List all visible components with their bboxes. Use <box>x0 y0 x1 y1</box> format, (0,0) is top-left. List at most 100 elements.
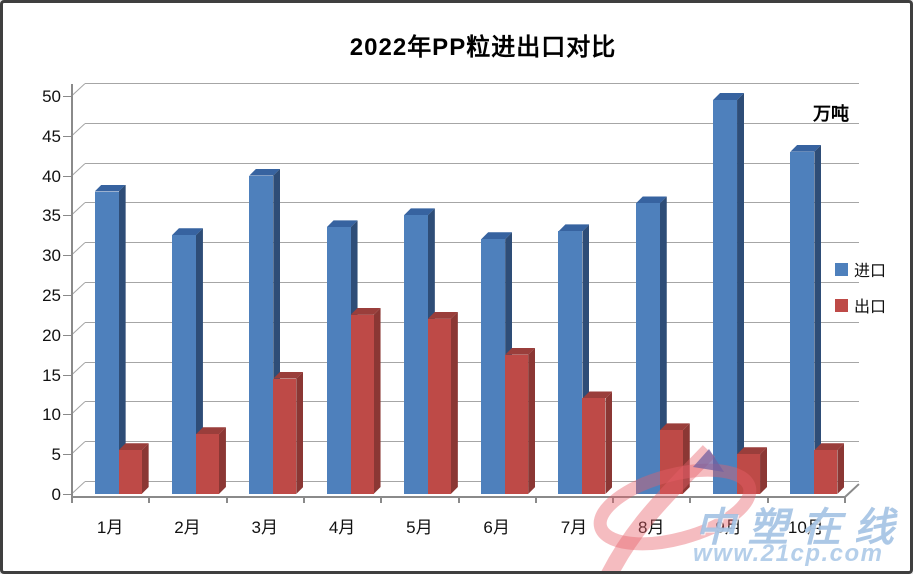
x-axis-tick <box>380 496 383 503</box>
bar-top-出口 <box>505 348 535 355</box>
bar-front-进口 <box>171 235 196 494</box>
bar-front-进口 <box>94 191 119 494</box>
y-axis-tick <box>63 175 71 177</box>
y-axis-tick <box>63 215 71 217</box>
x-axis-category-label: 8月 <box>638 518 665 537</box>
bar-top-进口 <box>481 232 512 239</box>
gridline <box>85 401 859 403</box>
bar-top-进口 <box>95 185 126 192</box>
floor-right-edge <box>844 483 860 498</box>
bar-side-出口 <box>219 427 226 494</box>
y-axis-tick-label: 10 <box>42 405 61 425</box>
y-axis-tick-label: 40 <box>42 166 61 186</box>
y-axis-tick-label: 20 <box>42 325 61 345</box>
bar-front-出口 <box>505 354 529 494</box>
bar-top-出口 <box>273 372 303 379</box>
bar-side-出口 <box>760 447 767 494</box>
bar-side-进口 <box>660 196 667 494</box>
x-axis-category-label: 7月 <box>560 518 588 537</box>
legend-item-export: 出口 <box>835 293 886 317</box>
x-axis-category-label: 3月 <box>251 518 278 537</box>
legend-item-import: 进口 <box>835 257 886 281</box>
x-axis-tick <box>534 496 537 503</box>
gridline <box>85 242 859 244</box>
y-axis-tick <box>63 255 71 257</box>
x-axis-tick <box>689 496 692 503</box>
x-axis-tick <box>612 496 615 503</box>
y-axis-tick-label: 30 <box>42 246 61 266</box>
bar-top-出口 <box>582 391 612 398</box>
bar-top-出口 <box>351 308 381 315</box>
gridline <box>85 321 859 323</box>
y-axis-tick <box>63 135 71 137</box>
y-axis-tick-label: 25 <box>42 286 61 305</box>
gridline <box>85 83 859 84</box>
x-axis-category-label: 10月 <box>787 518 824 537</box>
bar-top-出口 <box>119 443 149 450</box>
bar-front-出口 <box>737 454 761 494</box>
bar-front-进口 <box>481 239 506 494</box>
bar-front-出口 <box>195 434 219 494</box>
bar-side-出口 <box>528 348 535 494</box>
bar-top-进口 <box>404 208 435 215</box>
gridline <box>85 162 859 164</box>
import-series-swatch <box>835 262 848 276</box>
bar-top-出口 <box>814 443 844 450</box>
y-axis-tick-label: 35 <box>42 206 61 226</box>
bar-front-进口 <box>326 227 351 494</box>
bar-side-出口 <box>837 443 844 494</box>
gridline <box>85 122 859 124</box>
bar-side-进口 <box>196 228 203 494</box>
bar-top-出口 <box>196 427 226 434</box>
legend-label-import: 进口 <box>854 263 887 280</box>
bar-front-进口 <box>790 151 815 494</box>
y-axis-line <box>71 84 73 496</box>
bar-top-进口 <box>172 228 203 235</box>
bar-front-进口 <box>403 215 428 494</box>
legend-label-export: 出口 <box>854 299 887 316</box>
bar-side-出口 <box>605 391 612 494</box>
x-axis-tick <box>148 496 151 503</box>
y-axis-tick <box>63 96 71 97</box>
y-axis-tick-label: 5 <box>51 445 61 465</box>
bar-side-进口 <box>273 169 280 494</box>
bar-front-出口 <box>273 378 297 494</box>
bar-side-出口 <box>296 372 303 494</box>
bar-front-出口 <box>350 314 374 494</box>
x-axis-tick <box>225 496 228 503</box>
bar-front-出口 <box>118 450 142 494</box>
x-axis-category-label: 4月 <box>328 518 356 537</box>
bar-front-出口 <box>427 318 451 494</box>
bar-top-出口 <box>428 312 458 319</box>
bar-side-进口 <box>737 93 744 494</box>
gridline <box>85 202 859 204</box>
bar-top-进口 <box>790 145 821 152</box>
bar-front-出口 <box>814 450 838 494</box>
bar-front-进口 <box>713 99 738 494</box>
x-axis-category-label: 2月 <box>174 518 201 537</box>
gridline <box>85 481 859 482</box>
bar-front-进口 <box>249 175 274 494</box>
bar-top-进口 <box>249 169 280 176</box>
legend: 进口 出口 <box>835 257 886 329</box>
x-axis-tick <box>844 496 846 503</box>
export-series-swatch <box>835 298 848 312</box>
x-axis-tick <box>766 496 769 503</box>
y-axis-tick-label: 50 <box>42 87 61 106</box>
bar-side-出口 <box>374 308 381 494</box>
bar-side-出口 <box>142 443 149 494</box>
bar-front-出口 <box>659 430 683 494</box>
bar-side-出口 <box>451 312 458 494</box>
bar-front-进口 <box>558 231 583 494</box>
bar-front-出口 <box>582 398 606 494</box>
gridline <box>85 441 859 443</box>
x-axis-category-label: 6月 <box>483 518 510 537</box>
gridline <box>85 282 859 283</box>
y-axis-tick-label: 0 <box>51 485 61 504</box>
y-axis-tick <box>63 374 71 376</box>
x-axis-tick <box>71 496 73 503</box>
y-axis-tick <box>63 414 71 416</box>
y-axis-tick <box>63 494 71 495</box>
y-axis-tick-label: 45 <box>42 126 61 146</box>
